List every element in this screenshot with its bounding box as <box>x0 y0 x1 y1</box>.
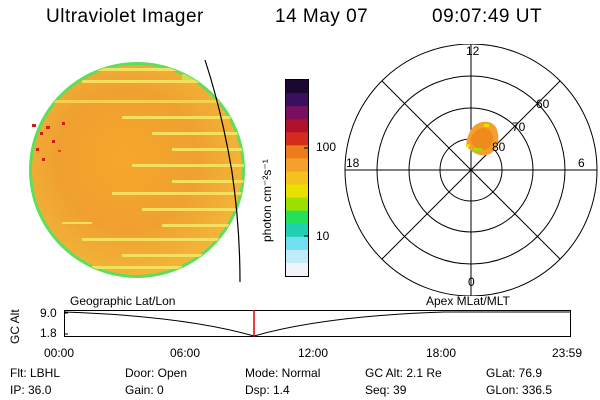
mlt-label-6: 6 <box>578 156 585 170</box>
y-tick-9: 9.0 <box>40 306 57 320</box>
gc-alt-info: GC Alt: 2.1 Re <box>365 366 442 380</box>
image-disk <box>32 65 242 275</box>
mode-info: Mode: Normal <box>245 366 321 380</box>
mlt-label-0: 0 <box>468 275 475 289</box>
gc-alt-axis-label: GC Alt <box>8 309 22 344</box>
x-tick-00: 00:00 <box>44 346 75 360</box>
date-label: 14 May 07 <box>275 6 369 27</box>
colorbar-segment <box>286 249 308 264</box>
mlt-label-18: 18 <box>346 156 360 170</box>
polar-mlt-plot <box>344 44 598 296</box>
timeline-frame <box>64 310 571 337</box>
filter-info: Flt: LBHL <box>10 366 61 380</box>
x-tick-12: 12:00 <box>298 346 329 360</box>
colorbar-segment <box>286 262 308 277</box>
mlt-label-12: 12 <box>466 44 480 58</box>
polar-axis-diag2 <box>381 80 561 260</box>
colorbar-segment <box>286 223 308 238</box>
colorbar-segment <box>286 132 308 146</box>
lat-label-60: 60 <box>536 97 550 111</box>
x-tick-06: 06:00 <box>170 346 201 360</box>
colorbar-tick-10: 10 <box>316 229 330 243</box>
aurora-red-spots <box>32 122 65 161</box>
colorbar-segment <box>286 236 308 251</box>
colorbar-tick-100: 100 <box>316 140 337 154</box>
x-tick-18: 18:00 <box>426 346 457 360</box>
colorbar-segment <box>286 119 308 133</box>
colorbar-segment <box>286 197 308 212</box>
colorbar-segment <box>286 184 308 199</box>
colorbar-segment <box>286 106 308 120</box>
colorbar-segment <box>286 93 308 107</box>
geographic-latlon-label: Geographic Lat/Lon <box>70 294 176 308</box>
time-label: 09:07:49 UT <box>432 6 543 27</box>
aurora-oval <box>466 121 499 156</box>
apex-mlat-label: Apex MLat/MLT <box>426 294 510 308</box>
glon-info: GLon: 336.5 <box>486 383 553 397</box>
altitude-curve <box>64 311 570 337</box>
lat-label-70: 70 <box>512 120 526 134</box>
door-info: Door: Open <box>125 366 188 380</box>
terminator-line <box>204 59 241 283</box>
colorbar-segment <box>286 145 308 159</box>
app-title: Ultraviolet Imager <box>46 6 204 27</box>
seq-info: Seq: 39 <box>365 383 407 397</box>
x-tick-23-59: 23:59 <box>552 346 583 360</box>
colorbar-frame <box>285 79 309 277</box>
glat-info: GLat: 76.9 <box>486 366 543 380</box>
uv-image-geographic <box>29 59 245 283</box>
colorbar-segment <box>286 210 308 225</box>
colorbar-segment <box>286 171 308 186</box>
colorbar-label: photon cm⁻²s⁻¹ <box>260 159 274 242</box>
orbit-altitude-plot <box>64 310 571 337</box>
dsp-info: Dsp: 1.4 <box>245 383 290 397</box>
y-tick-1-8: 1.8 <box>40 326 57 340</box>
colorbar-segment <box>286 158 308 173</box>
colorbar-segment <box>286 80 308 94</box>
colorbar <box>285 79 309 277</box>
gain-info: Gain: 0 <box>125 383 164 397</box>
lat-label-80: 80 <box>492 140 506 154</box>
ip-info: IP: 36.0 <box>10 383 52 397</box>
